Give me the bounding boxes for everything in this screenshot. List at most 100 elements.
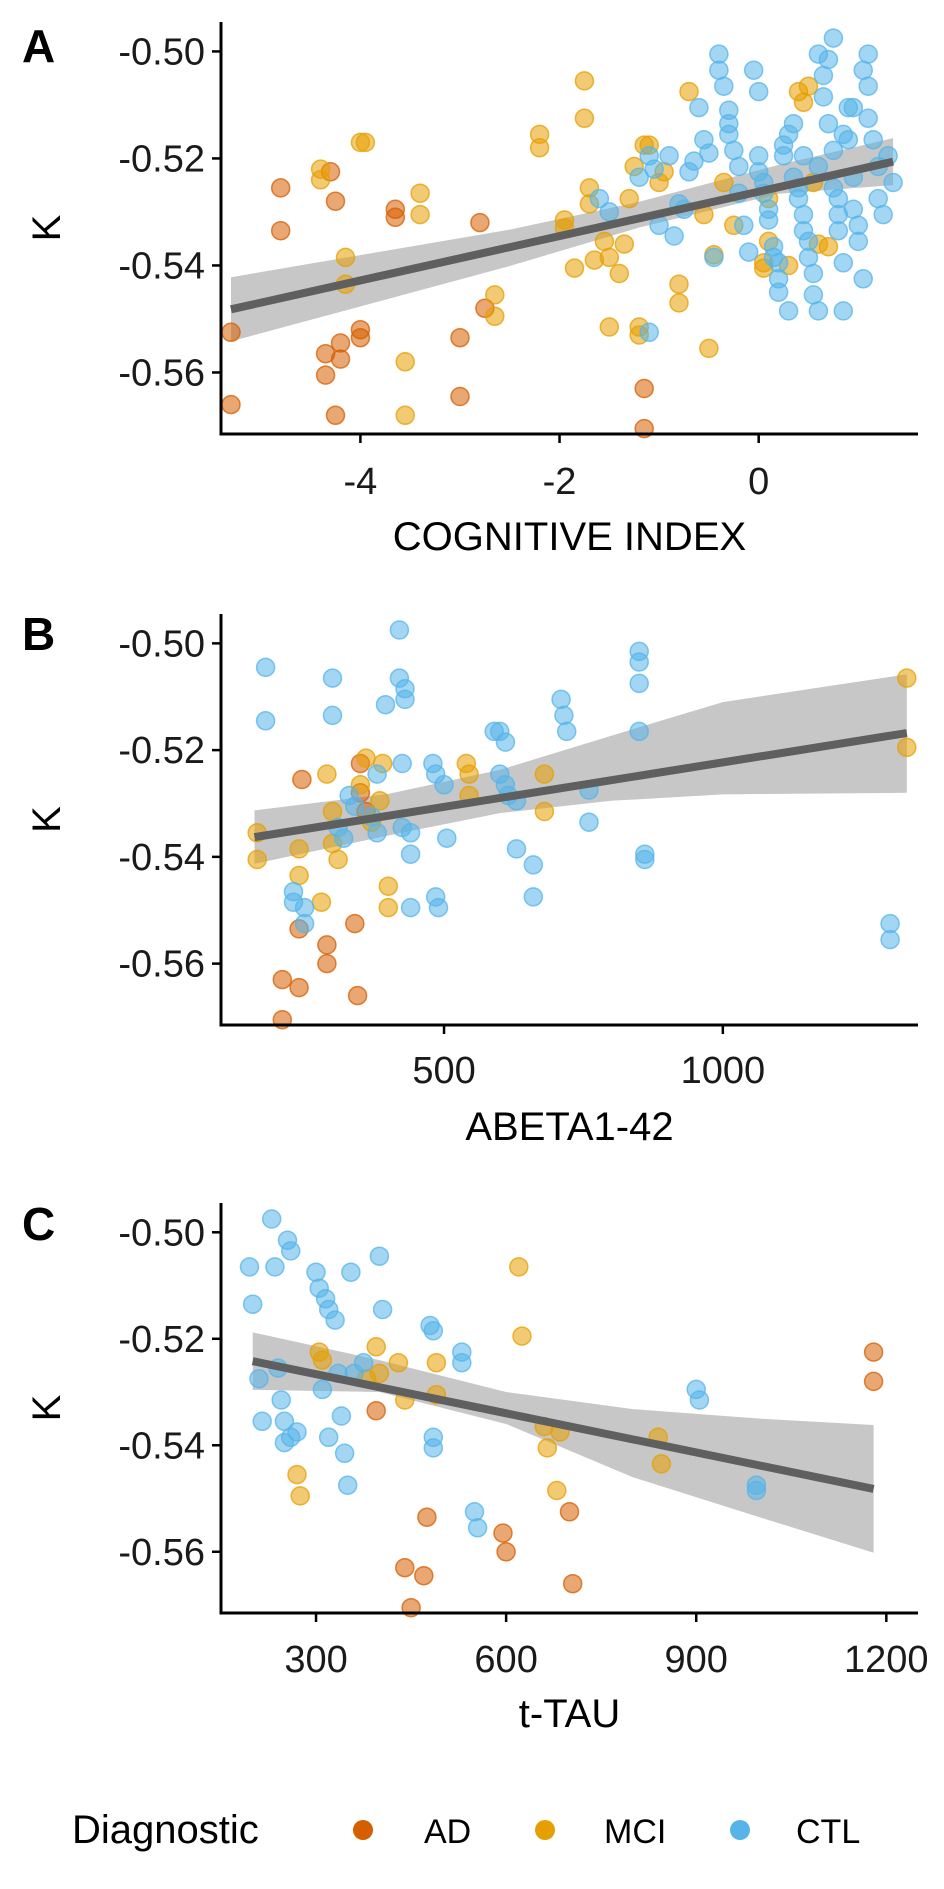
data-point-ctl	[813, 65, 834, 86]
data-point-ctl	[341, 1262, 361, 1282]
x-axis-title: COGNITIVE INDEX	[393, 515, 746, 559]
data-point-ctl	[629, 167, 649, 187]
x-tick-label: 500	[412, 1050, 475, 1092]
data-point-mci	[574, 71, 595, 91]
data-point-ctl	[554, 705, 574, 726]
data-point-ad	[350, 327, 371, 348]
data-point-mci	[714, 172, 734, 193]
data-point-mci	[614, 234, 635, 254]
data-point-ad	[863, 1371, 884, 1392]
y-tick-label: -0.50	[118, 31, 205, 73]
data-point-ad	[221, 394, 241, 415]
data-point-mci	[818, 236, 839, 257]
data-point-ctl	[768, 253, 789, 273]
data-point-mci	[311, 892, 332, 912]
data-point-mci	[669, 293, 689, 313]
data-point-ctl	[255, 657, 276, 678]
data-point-mci	[897, 668, 917, 688]
data-point-ctl	[322, 705, 343, 726]
data-point-ctl	[823, 140, 844, 161]
data-point-ctl	[452, 1352, 472, 1373]
data-point-ctl	[464, 1502, 485, 1522]
legend-marker-mci	[535, 1820, 555, 1840]
data-point-ctl	[813, 87, 834, 107]
data-point-ctl	[467, 1518, 488, 1538]
data-point-ctl	[868, 188, 888, 209]
data-point-ad	[315, 365, 336, 385]
data-point-ad	[385, 207, 406, 228]
data-point-ctl	[798, 247, 819, 268]
data-point-mci	[669, 274, 689, 294]
data-point-ad	[634, 378, 654, 399]
panel-letter: B	[22, 608, 55, 660]
data-point-ctl	[337, 1475, 358, 1495]
data-point-ctl	[664, 226, 684, 246]
data-point-ctl	[709, 44, 729, 64]
data-point-mci	[356, 748, 376, 768]
data-point-ctl	[556, 721, 577, 742]
data-point-ctl	[863, 129, 883, 150]
data-point-ad	[325, 405, 346, 426]
data-point-mci	[793, 92, 814, 113]
data-point-mci	[537, 1438, 558, 1458]
data-point-ad	[317, 953, 337, 974]
data-point-ctl	[629, 721, 649, 742]
data-point-mci	[289, 839, 309, 859]
data-point-ctl	[709, 60, 729, 80]
data-point-ctl	[334, 1443, 355, 1464]
data-point-ctl	[833, 301, 854, 321]
data-point-ctl	[848, 231, 869, 252]
data-point-mci	[485, 306, 505, 327]
data-point-ctl	[853, 269, 873, 289]
data-point-ad	[292, 769, 312, 790]
data-point-mci	[485, 285, 505, 305]
y-axis-title: K	[25, 214, 69, 241]
data-point-ctl	[523, 887, 544, 907]
data-point-ctl	[833, 253, 854, 273]
data-point-ctl	[372, 1299, 393, 1320]
data-point-ad	[330, 333, 351, 353]
data-point-ctl	[629, 652, 649, 672]
data-point-ad	[330, 349, 351, 369]
data-point-ad	[450, 386, 470, 407]
data-point-ctl	[375, 694, 396, 715]
data-point-ctl	[684, 151, 704, 171]
data-point-ad	[417, 1507, 437, 1527]
data-point-mci	[388, 1352, 409, 1373]
data-point-ctl	[818, 113, 839, 134]
data-point-ctl	[778, 301, 799, 321]
data-point-mci	[378, 876, 399, 896]
data-point-ctl	[423, 1321, 444, 1341]
data-point-ctl	[400, 823, 421, 843]
x-tick-label: 300	[284, 1639, 347, 1681]
data-point-ctl	[758, 210, 779, 230]
x-tick-label: 1200	[844, 1639, 929, 1681]
data-point-ctl	[367, 764, 387, 784]
data-point-ctl	[848, 215, 869, 236]
data-point-ctl	[325, 1310, 345, 1330]
data-point-ctl	[345, 796, 365, 816]
regression-line	[251, 1357, 875, 1493]
data-point-ctl	[734, 215, 754, 236]
data-point-ad	[270, 178, 291, 198]
data-point-ctl	[369, 1246, 390, 1266]
data-point-ad	[562, 1573, 583, 1594]
data-point-ctl	[437, 828, 457, 848]
data-point-ad	[496, 1542, 516, 1562]
data-point-mci	[574, 108, 595, 129]
data-point-ad	[270, 220, 291, 241]
data-point-ctl	[287, 1422, 307, 1442]
data-point-ad	[450, 327, 470, 348]
data-point-ctl	[746, 1480, 767, 1501]
data-point-mci	[290, 1486, 310, 1506]
legend-marker-ctl	[730, 1820, 750, 1840]
data-point-ctl	[689, 97, 709, 118]
data-point-ctl	[644, 159, 664, 179]
data-point-ctl	[312, 1379, 333, 1400]
data-point-mci	[512, 1326, 532, 1346]
data-point-ctl	[768, 282, 789, 302]
data-point-mci	[366, 1337, 386, 1357]
data-point-ctl	[793, 146, 814, 166]
data-point-ctl	[495, 732, 516, 752]
y-tick-label: -0.54	[118, 1425, 205, 1467]
